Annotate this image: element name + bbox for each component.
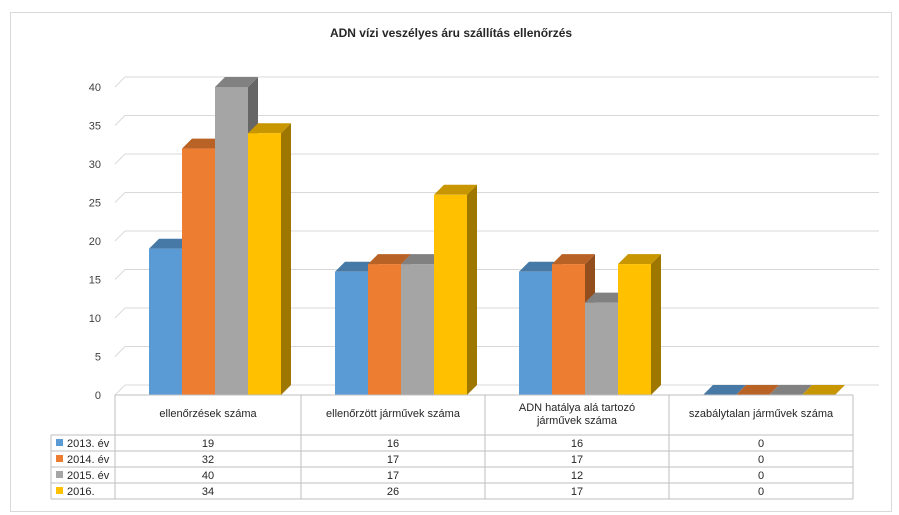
bar-top	[248, 123, 291, 134]
data-table: ellenőrzések száma ellenőrzött járművek s…	[50, 394, 854, 500]
y-tick-label: 15	[89, 275, 101, 287]
bar-front	[182, 148, 215, 395]
bar-front	[552, 264, 585, 395]
category-label: szabálytalan járművek száma	[689, 408, 834, 420]
legend-label: 2016.	[67, 486, 95, 498]
legend-label: 2014. év	[67, 454, 110, 466]
bar-front	[248, 133, 281, 395]
gridline-side	[114, 384, 126, 396]
bar-front	[519, 271, 552, 395]
chart-canvas: ADN vízi veszélyes áru szállítás ellenőr…	[50, 26, 879, 500]
bar-front	[149, 248, 182, 395]
gridline-side	[114, 230, 126, 242]
bar-top	[802, 385, 845, 395]
gridline-side	[114, 115, 126, 126]
table-cell-value: 0	[758, 454, 764, 466]
bar-0-3	[703, 385, 746, 395]
bar-top	[618, 254, 661, 265]
y-tick-label: 25	[89, 198, 101, 210]
bar-top	[215, 77, 258, 87]
legend-key	[56, 439, 63, 446]
bar-top	[335, 261, 378, 272]
bar-3-1	[434, 184, 477, 395]
table-cell-value: 26	[387, 486, 399, 498]
bar-top	[401, 254, 444, 265]
table-cell-value: 19	[202, 438, 214, 450]
gridline-side	[114, 346, 126, 357]
bar-3-0	[248, 123, 291, 395]
table-cell-value: 40	[202, 470, 214, 482]
legend-label: 2013. év	[67, 438, 110, 450]
y-tick-label: 35	[89, 121, 101, 133]
bar-top	[368, 254, 411, 265]
bar-front	[401, 264, 434, 395]
bar-front	[335, 271, 368, 395]
table-cell-value: 0	[758, 438, 764, 450]
legend-key	[56, 487, 63, 494]
table-cell-value: 17	[387, 470, 399, 482]
bar-top	[736, 385, 779, 395]
gridline-side	[114, 307, 126, 319]
bar-side	[281, 123, 291, 395]
bar-side	[467, 184, 477, 395]
table-cell-value: 17	[571, 486, 583, 498]
y-tick-label: 40	[89, 82, 101, 94]
category-label: ellenőrzések száma	[159, 408, 257, 420]
gridline-side	[114, 76, 126, 88]
table-cell-value: 0	[758, 486, 764, 498]
legend-key	[56, 455, 63, 462]
legend-label: 2015. év	[67, 470, 110, 482]
bar-top	[519, 261, 562, 272]
bars	[149, 77, 845, 395]
table-cell-value: 17	[387, 454, 399, 466]
bar-front	[215, 87, 248, 395]
chart-frame: ADN vízi veszélyes áru szállítás ellenőr…	[10, 12, 892, 512]
bar-top	[769, 385, 812, 395]
y-axis-ticks: 0 5 10 15 20 25 30 35 40	[89, 82, 101, 402]
bar-front	[618, 264, 651, 395]
bar-2-3	[769, 385, 812, 395]
bar-front	[585, 302, 618, 395]
category-label: ADN hatálya alá tartozó járművek száma	[519, 402, 635, 427]
table-cell-value: 34	[202, 486, 214, 498]
table-cell-value: 0	[758, 470, 764, 482]
bar-front	[434, 194, 467, 395]
bar-1-2	[552, 254, 595, 395]
category-label: ellenőrzött járművek száma	[326, 408, 461, 420]
y-tick-label: 10	[89, 313, 101, 325]
bar-top	[552, 254, 595, 265]
gridline-side	[114, 192, 126, 203]
table-cell-value: 16	[387, 438, 399, 450]
table-cell-value: 16	[571, 438, 583, 450]
bar-top	[434, 184, 477, 195]
gridline-side	[114, 153, 126, 165]
bar-top	[585, 292, 628, 303]
gridline-side	[114, 269, 126, 280]
table-cell-value: 17	[571, 454, 583, 466]
y-tick-label: 0	[95, 390, 101, 402]
bar-front	[368, 264, 401, 395]
y-tick-label: 30	[89, 159, 101, 171]
bar-top	[703, 385, 746, 395]
chart-title: ADN vízi veszélyes áru szállítás ellenőr…	[330, 26, 572, 40]
bar-1-3	[736, 385, 779, 395]
legend-key	[56, 471, 63, 478]
y-tick-label: 5	[95, 352, 101, 364]
bar-side	[651, 254, 661, 395]
bar-3-2	[618, 254, 661, 395]
table-cell-value: 32	[202, 454, 214, 466]
bar-top	[149, 238, 192, 249]
bar-3-3	[802, 385, 845, 395]
table-cell-value: 12	[571, 470, 583, 482]
bar-top	[182, 138, 225, 149]
y-tick-label: 20	[89, 236, 101, 248]
